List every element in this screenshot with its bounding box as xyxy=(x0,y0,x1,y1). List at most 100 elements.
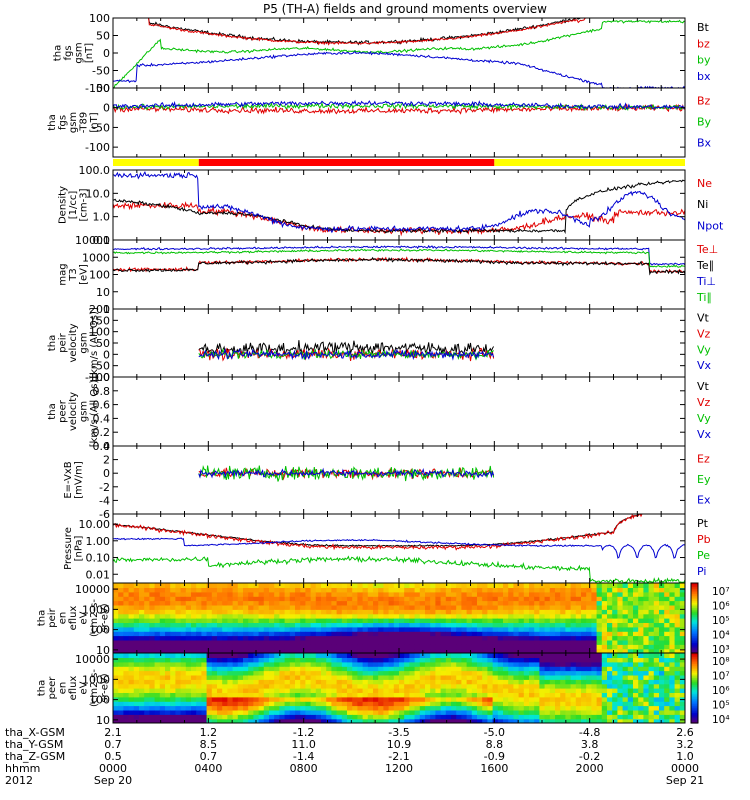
legend-by: by xyxy=(697,54,711,67)
spectrogram-cell xyxy=(279,604,286,610)
spectrogram-cell xyxy=(253,635,260,641)
spectrogram-cell xyxy=(487,604,494,610)
spectrogram-cell xyxy=(518,609,525,615)
spectrogram-cell xyxy=(149,631,156,637)
spectrogram-cell xyxy=(659,674,665,680)
spectrogram-cell xyxy=(523,596,530,602)
spectrogram-cell xyxy=(555,613,561,619)
spectrogram-cell xyxy=(284,701,291,707)
spectrogram-cell xyxy=(336,635,343,641)
spectrogram-cell xyxy=(185,600,192,606)
spectrogram-cell xyxy=(425,631,431,637)
spectrogram-cell xyxy=(544,604,551,610)
spectrogram-cell xyxy=(440,709,447,715)
spectrogram-cell xyxy=(274,609,280,615)
spectrogram-cell xyxy=(466,705,473,711)
spectrogram-cell xyxy=(404,596,410,602)
spectrogram-cell xyxy=(367,622,374,628)
spectrogram-cell xyxy=(248,583,254,588)
spectrogram-cell xyxy=(466,709,473,715)
spectrogram-cell xyxy=(617,653,624,658)
spectrogram-cell xyxy=(617,701,624,707)
spectrogram-cell xyxy=(331,591,338,597)
spectrogram-cell xyxy=(430,635,436,641)
spectrogram-cell xyxy=(451,657,457,663)
spectrogram-cell xyxy=(113,618,119,623)
spectrogram-cell xyxy=(373,714,379,720)
spectrogram-cell xyxy=(269,604,275,610)
spectrogram-cell xyxy=(211,692,218,698)
spectrogram-cell xyxy=(274,653,280,658)
spectrogram-cell xyxy=(674,688,681,693)
spectrogram-cell xyxy=(341,635,348,641)
spectrogram-cell xyxy=(128,701,135,707)
spectrogram-cell xyxy=(378,587,384,593)
spectrogram-cell xyxy=(362,679,369,685)
spectrogram-cell xyxy=(378,696,384,702)
spectrogram-cell xyxy=(575,714,582,720)
spectrogram-cell xyxy=(243,639,249,645)
spectrogram-cell xyxy=(128,718,135,723)
spectrogram-cell xyxy=(482,639,488,645)
spectrogram-cell xyxy=(399,657,405,663)
spectrogram-cell xyxy=(586,583,592,588)
spectrogram-cell xyxy=(497,583,504,588)
spectrogram-cell xyxy=(414,639,421,645)
spectrogram-cell xyxy=(362,609,369,615)
spectrogram-cell xyxy=(118,631,124,637)
spectrogram-cell xyxy=(118,666,124,672)
spectrogram-cell xyxy=(643,666,650,672)
spectrogram-cell xyxy=(659,591,665,597)
spectrogram-cell xyxy=(149,596,156,602)
colorbar-step xyxy=(691,602,698,605)
spectrogram-cell xyxy=(612,670,618,676)
spectrogram-cell xyxy=(399,644,405,650)
y-tick-label: -100 xyxy=(85,371,110,384)
spectrogram-cell xyxy=(388,670,395,676)
spectrogram-cell xyxy=(180,644,187,650)
spectrogram-cell xyxy=(393,692,400,698)
spectrogram-cell xyxy=(414,587,421,593)
spectrogram-cell xyxy=(118,596,124,602)
spectrogram-cell xyxy=(263,653,270,658)
spectrogram-cell xyxy=(269,683,275,689)
spectrogram-cell xyxy=(591,714,598,720)
spectrogram-cell xyxy=(154,635,161,641)
spectrogram-cell xyxy=(419,591,426,597)
spectrogram-cell xyxy=(159,644,166,650)
spectrogram-cell xyxy=(139,591,145,597)
spectrogram-cell xyxy=(165,631,171,637)
spectrogram-cell xyxy=(586,639,592,645)
spectrogram-cell xyxy=(315,583,322,588)
spectrogram-cell xyxy=(523,683,530,689)
spectrogram-cell xyxy=(560,639,566,645)
spectrogram-cell xyxy=(471,618,478,623)
spectrogram-cell xyxy=(679,718,685,723)
spectrogram-cell xyxy=(466,714,473,720)
spectrogram-cell xyxy=(440,618,447,623)
spectrogram-cell xyxy=(503,587,509,593)
series-line-Ey xyxy=(198,465,495,482)
y-tick-label: -50 xyxy=(92,65,110,78)
spectrogram-cell xyxy=(357,670,364,676)
spectrogram-cell xyxy=(367,626,374,632)
spectrogram-cell xyxy=(627,626,634,632)
spectrogram-cell xyxy=(534,626,540,632)
spectrogram-cell xyxy=(269,709,275,715)
spectrogram-cell xyxy=(674,604,681,610)
spectrogram-cell xyxy=(560,604,566,610)
spectrogram-cell xyxy=(581,639,587,645)
y-axis-label: eV xyxy=(79,611,90,624)
spectrogram-cell xyxy=(419,626,426,632)
spectrogram-cell xyxy=(196,683,202,689)
spectrogram-cell xyxy=(404,696,410,702)
spectrogram-cell xyxy=(544,666,551,672)
spectrogram-cell xyxy=(451,674,457,680)
spectrogram-cell xyxy=(232,705,239,711)
spectrogram-cell xyxy=(456,644,462,650)
spectrogram-cell xyxy=(622,644,629,650)
spectrogram-cell xyxy=(617,683,624,689)
spectrogram-cell xyxy=(326,648,332,653)
spectrogram-cell xyxy=(217,714,223,720)
spectrogram-cell xyxy=(222,583,228,588)
